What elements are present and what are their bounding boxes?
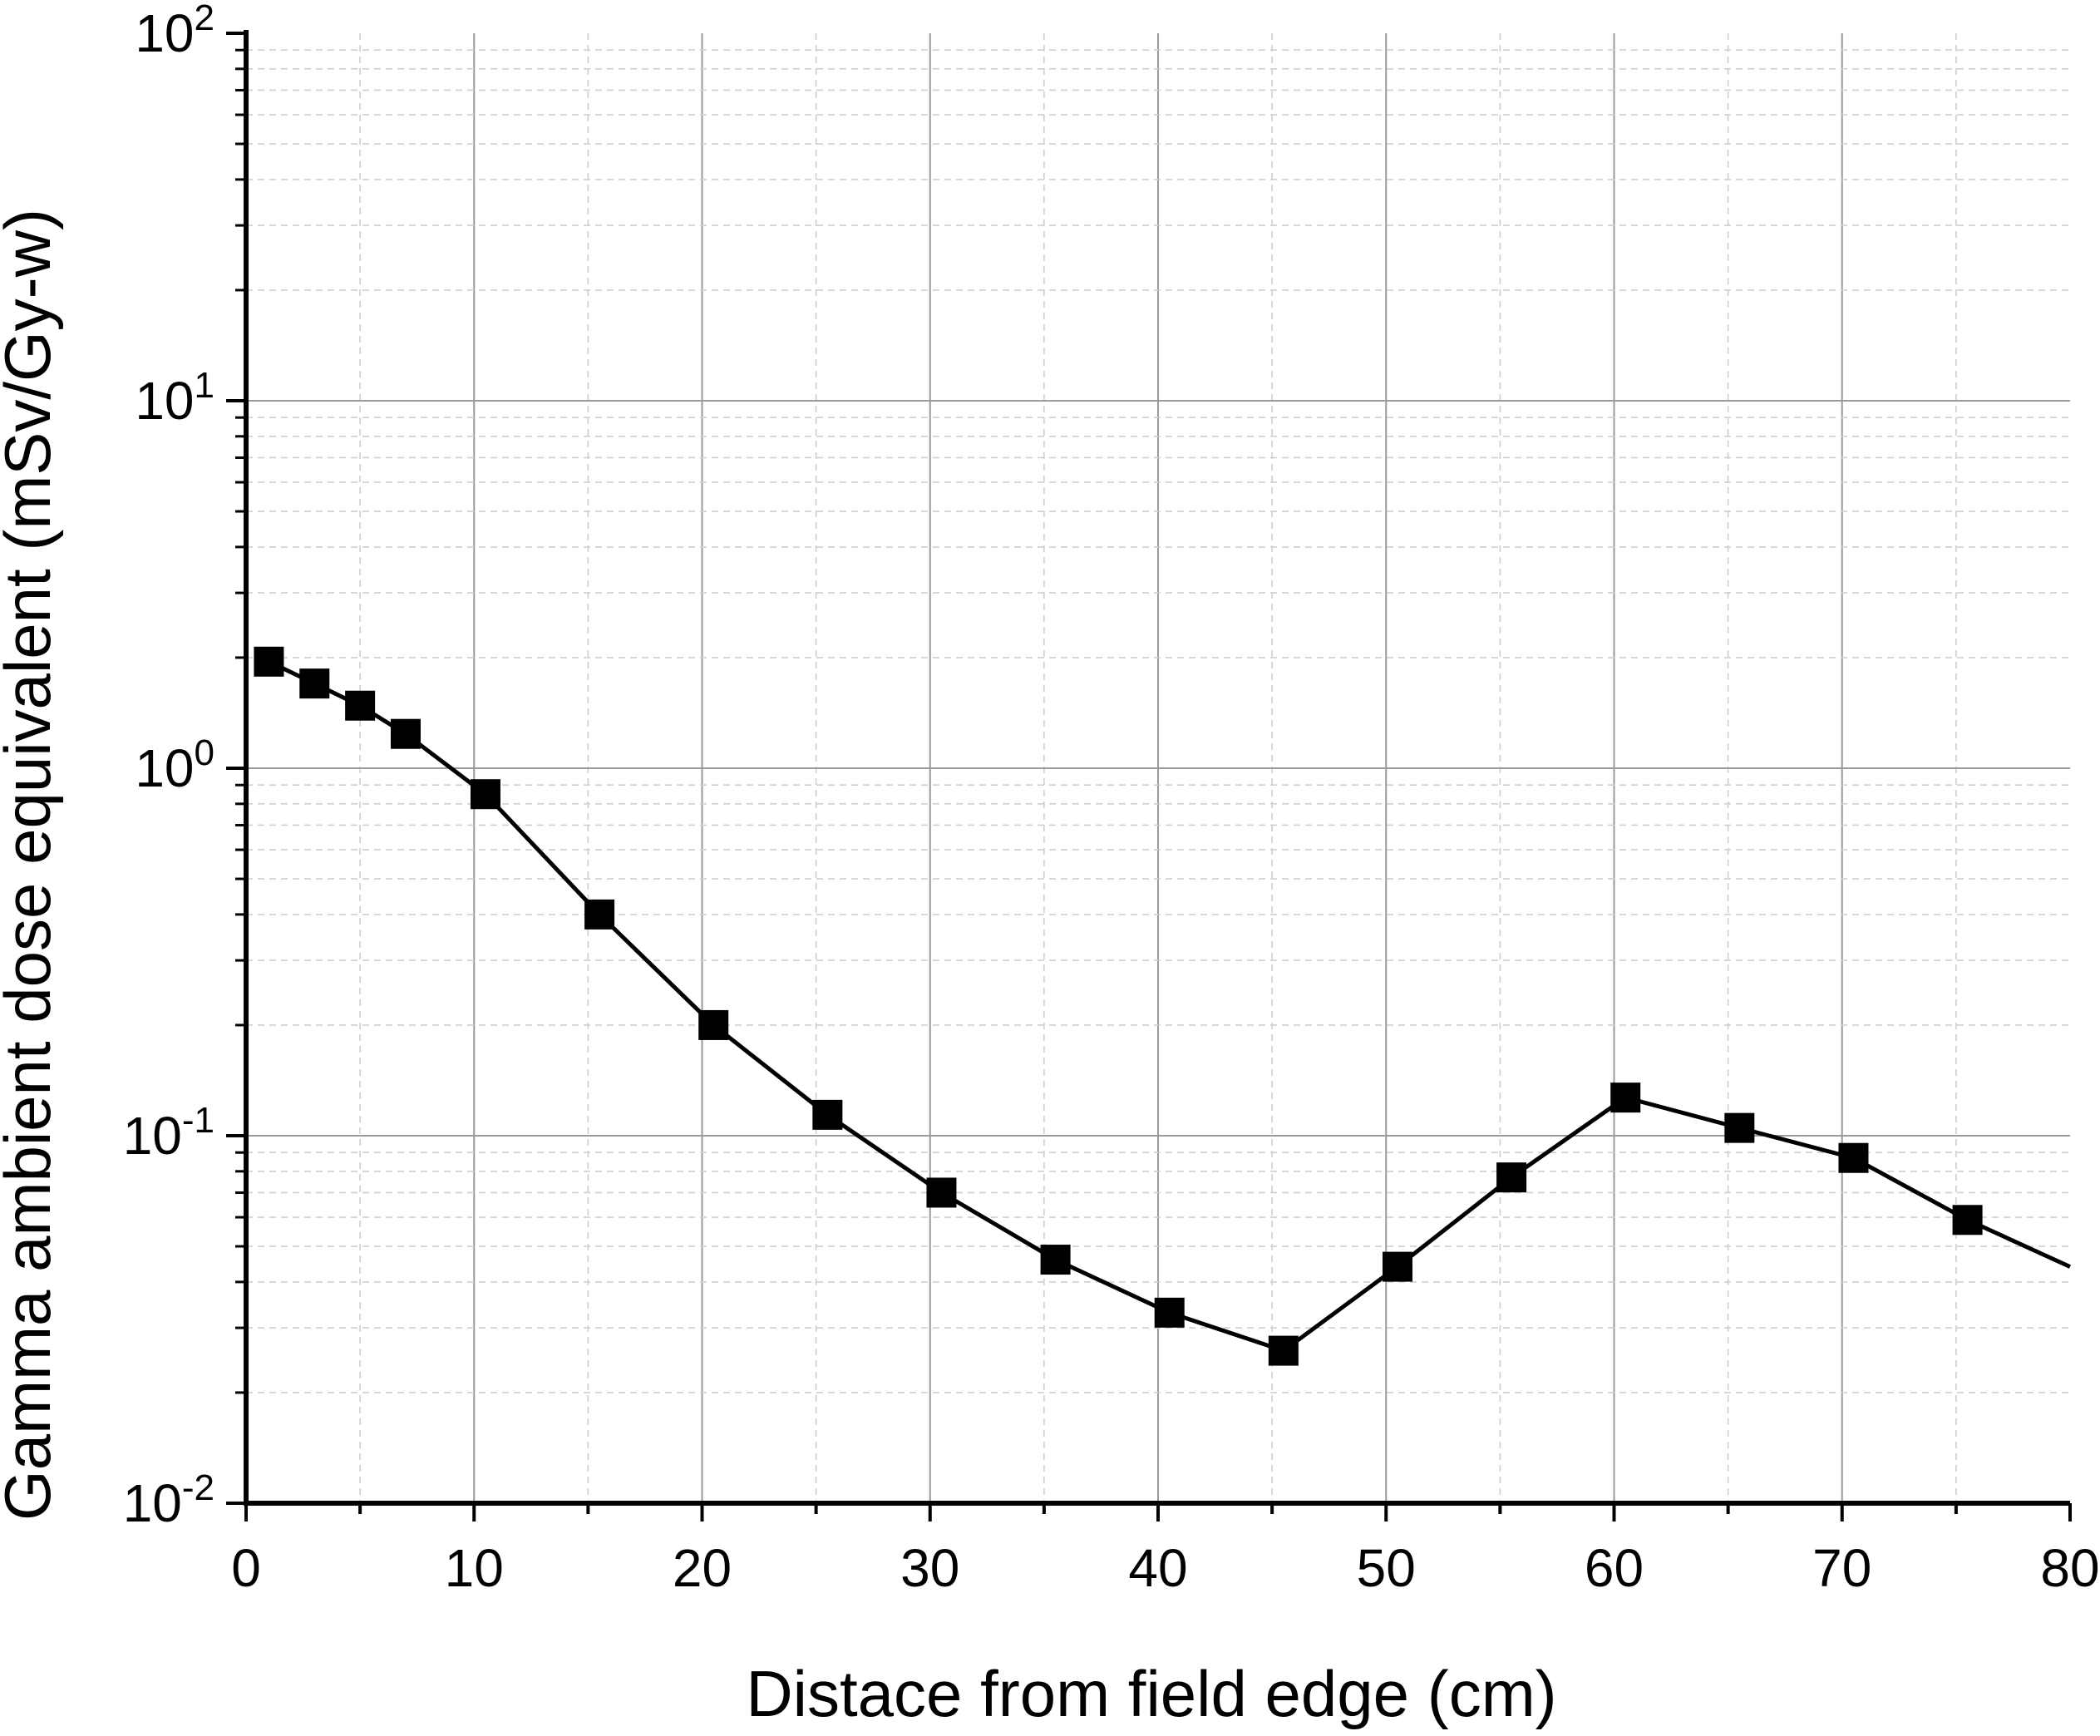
x-axis-label: Distace from field edge (cm) [746, 1657, 1556, 1730]
grid [246, 33, 2070, 1503]
x-tick-label: 60 [1585, 1538, 1644, 1598]
data-point [1952, 1205, 1983, 1235]
data-point [1496, 1162, 1527, 1193]
x-tick-label: 50 [1357, 1538, 1416, 1598]
y-axis-label: Gamma ambient dose equivalent (mSv/Gy-w) [0, 209, 64, 1521]
y-tick-label: 101 [135, 365, 214, 431]
data-point [1154, 1297, 1185, 1328]
y-tick-label: 100 [135, 732, 214, 798]
data-point [470, 779, 500, 810]
data-point [254, 646, 284, 677]
y-tick-label: 10-2 [123, 1467, 214, 1533]
y-tick-label: 102 [135, 0, 214, 63]
axes [226, 30, 2072, 1521]
x-tick-label: 10 [445, 1538, 504, 1598]
data-point [1838, 1142, 1869, 1173]
data-point [584, 899, 615, 930]
data-point [345, 690, 376, 721]
x-tick-label: 20 [673, 1538, 732, 1598]
data-point [1382, 1251, 1412, 1282]
data-point [1724, 1112, 1755, 1143]
y-tick-label: 10-1 [123, 1100, 214, 1166]
data-point [1268, 1335, 1299, 1366]
data-point [1040, 1245, 1071, 1275]
data-point [299, 668, 330, 699]
data-point [698, 1009, 729, 1040]
x-tick-label: 80 [2040, 1538, 2099, 1598]
data-series [254, 646, 2072, 1366]
x-tick-label: 70 [1812, 1538, 1871, 1598]
x-tick-label: 40 [1128, 1538, 1187, 1598]
data-point [390, 718, 421, 749]
x-tick-label: 0 [231, 1538, 261, 1598]
data-point [1610, 1083, 1641, 1113]
data-point [926, 1177, 957, 1208]
series-line [268, 659, 2072, 1354]
x-tick-label: 30 [900, 1538, 959, 1598]
tick-labels: 0 10 20 30 40 50 60 70 80 10-2 10-1 100 101 102 [123, 0, 2100, 1598]
data-point [812, 1099, 843, 1130]
